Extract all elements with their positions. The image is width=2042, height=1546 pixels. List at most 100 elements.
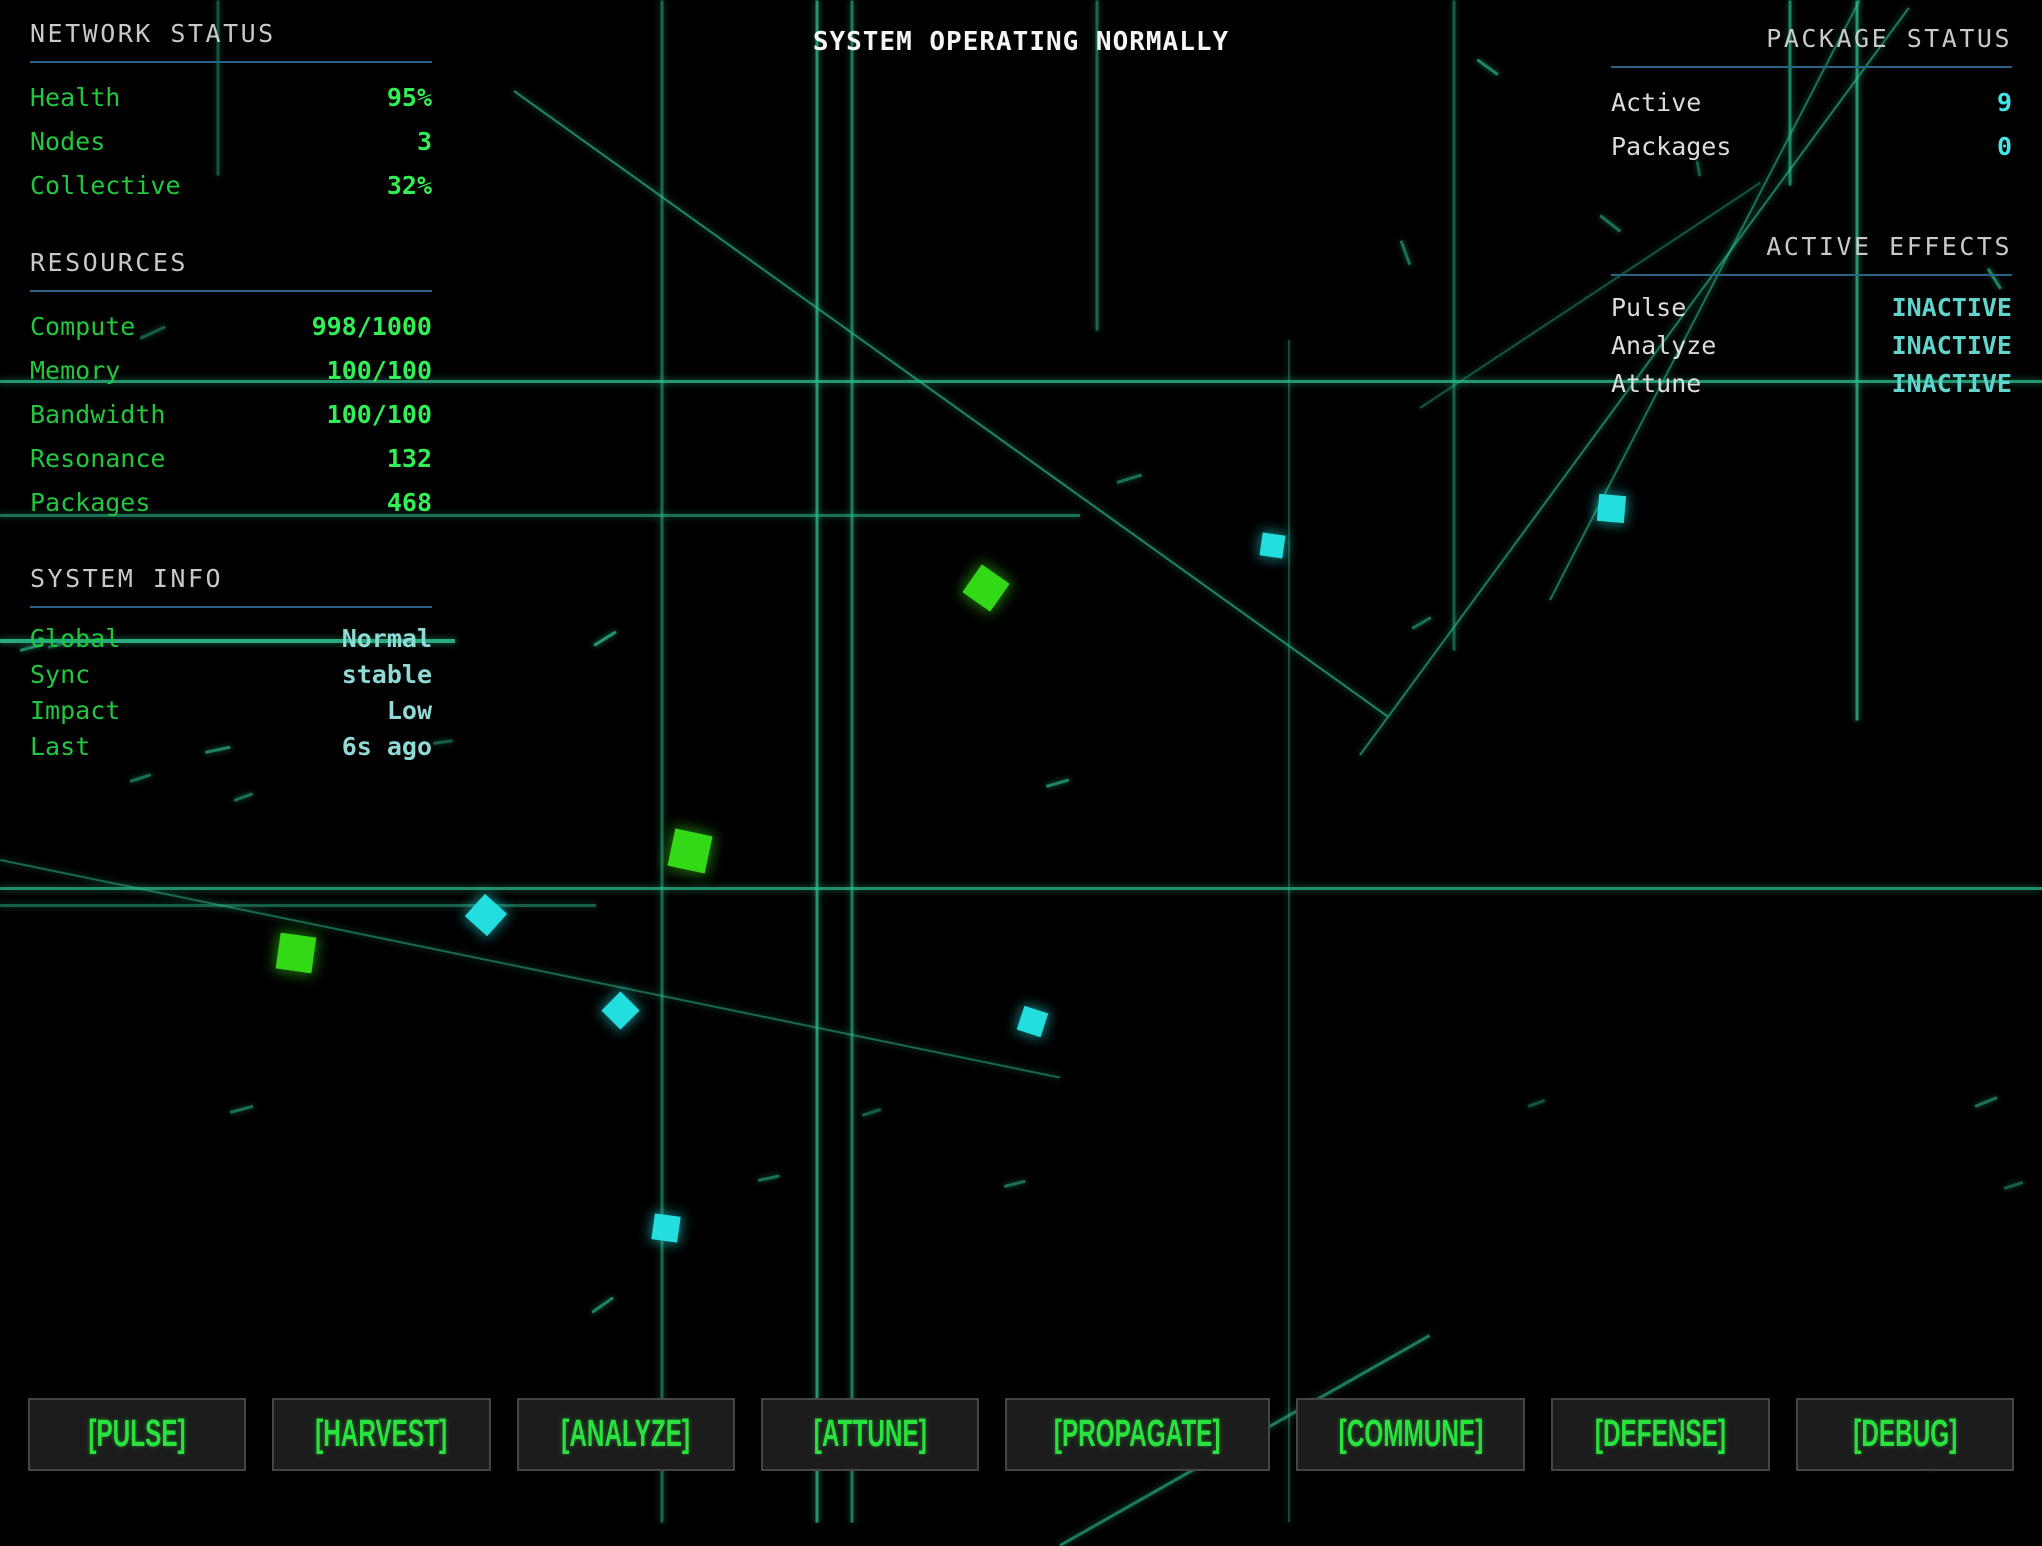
- system-info-panel: SYSTEM INFO Global Normal Sync stable Im…: [30, 562, 432, 764]
- stat-label: Nodes: [30, 126, 106, 156]
- analyze-button[interactable]: [ANALYZE]: [516, 1398, 735, 1471]
- particle-dash: [229, 1104, 254, 1114]
- particle-dash: [1003, 1179, 1026, 1188]
- particle-dash: [1399, 239, 1412, 265]
- stat-row-sync: Sync stable: [30, 656, 432, 692]
- network-line: [0, 859, 1061, 1079]
- stat-label: Resonance: [30, 443, 166, 473]
- packet-square-cyan: [1259, 532, 1285, 558]
- particle-dash: [432, 738, 454, 745]
- panel-title: ACTIVE EFFECTS: [1766, 232, 2012, 261]
- effect-label: Attune: [1611, 368, 1702, 398]
- panel-title: RESOURCES: [30, 248, 188, 277]
- particle-dash: [1476, 57, 1499, 76]
- harvest-button[interactable]: [HARVEST]: [272, 1398, 491, 1471]
- particle-dash: [233, 791, 254, 802]
- stat-value: 32%: [386, 170, 432, 200]
- defense-button[interactable]: [DEFENSE]: [1551, 1398, 1770, 1471]
- particle-dash: [1411, 615, 1432, 630]
- stat-row-resonance: Resonance 132: [30, 436, 432, 480]
- effect-row-attune: Attune INACTIVE: [1611, 364, 2012, 402]
- particle-dash: [591, 1295, 615, 1314]
- action-button-bar: [PULSE] [HARVEST] [ANALYZE] [ATTUNE] [PR…: [28, 1398, 2014, 1471]
- node-square-green: [667, 828, 713, 874]
- particle-dash: [2003, 1180, 2024, 1190]
- stat-row-collective: Collective 32%: [30, 163, 432, 207]
- network-line: [0, 379, 2042, 383]
- stat-row-nodes: Nodes 3: [30, 119, 432, 163]
- stat-row-memory: Memory 100/100: [30, 348, 432, 392]
- stat-value: Low: [386, 695, 432, 725]
- network-line: [0, 639, 455, 643]
- stat-value: stable: [341, 659, 432, 689]
- effect-status: INACTIVE: [1891, 368, 2012, 398]
- stat-label: Global: [30, 623, 121, 653]
- propagate-button[interactable]: [PROPAGATE]: [1005, 1398, 1270, 1471]
- stat-label: Active: [1611, 87, 1702, 117]
- stat-label: Packages: [30, 487, 151, 517]
- stat-row-packages-right: Packages 0: [1611, 124, 2012, 168]
- packet-square-cyan: [600, 990, 640, 1030]
- pulse-button[interactable]: [PULSE]: [28, 1398, 247, 1471]
- particle-dash: [593, 629, 617, 647]
- stat-label: Impact: [30, 695, 121, 725]
- stat-row-packages: Packages 468: [30, 480, 432, 524]
- stat-value: 132: [386, 443, 432, 473]
- panel-divider: [30, 606, 432, 608]
- packet-square-cyan: [651, 1213, 681, 1243]
- stat-value: 6s ago: [341, 731, 432, 761]
- stat-label: Health: [30, 82, 121, 112]
- stat-row-active: Active 9: [1611, 80, 2012, 124]
- stat-row-global: Global Normal: [30, 620, 432, 656]
- effect-label: Pulse: [1611, 292, 1687, 322]
- active-effects-panel: ACTIVE EFFECTS Pulse INACTIVE Analyze IN…: [1611, 230, 2012, 402]
- resources-panel: RESOURCES Compute 998/1000 Memory 100/10…: [30, 246, 432, 524]
- node-square-green: [962, 564, 1010, 612]
- particle-dash: [861, 1107, 882, 1117]
- panel-divider: [1611, 66, 2012, 68]
- stat-label: Bandwidth: [30, 399, 166, 429]
- packet-square-cyan: [1016, 1005, 1048, 1037]
- effect-label: Analyze: [1611, 330, 1717, 360]
- stat-label: Packages: [1611, 131, 1732, 161]
- effect-row-analyze: Analyze INACTIVE: [1611, 326, 2012, 364]
- network-line: [850, 0, 854, 1522]
- stat-row-bandwidth: Bandwidth 100/100: [30, 392, 432, 436]
- stat-row-last: Last 6s ago: [30, 728, 432, 764]
- stat-value: Normal: [341, 623, 432, 653]
- network-status-panel: NETWORK STATUS Health 95% Nodes 3 Collec…: [30, 17, 432, 207]
- particle-dash: [1116, 472, 1143, 484]
- stat-row-compute: Compute 998/1000: [30, 304, 432, 348]
- stat-row-health: Health 95%: [30, 75, 432, 119]
- package-status-panel: PACKAGE STATUS Active 9 Packages 0: [1611, 22, 2012, 168]
- panel-title: NETWORK STATUS: [30, 19, 276, 48]
- network-line: [1288, 340, 1290, 1522]
- network-line: [513, 90, 1388, 718]
- network-line: [815, 0, 819, 1522]
- debug-button[interactable]: [DEBUG]: [1795, 1398, 2014, 1471]
- panel-divider: [30, 290, 432, 292]
- stat-value: 100/100: [326, 399, 432, 429]
- attune-button[interactable]: [ATTUNE]: [760, 1398, 980, 1471]
- effect-row-pulse: Pulse INACTIVE: [1611, 288, 2012, 326]
- particle-dash: [1045, 777, 1070, 788]
- node-square-green: [275, 932, 317, 974]
- commune-button[interactable]: [COMMUNE]: [1295, 1398, 1526, 1471]
- stat-label: Memory: [30, 355, 121, 385]
- stat-value: 100/100: [326, 355, 432, 385]
- stat-value: 0: [1996, 131, 2012, 161]
- stat-label: Last: [30, 731, 91, 761]
- packet-square-cyan: [1596, 493, 1626, 523]
- network-line: [1452, 0, 1456, 650]
- stat-value: 95%: [386, 82, 432, 112]
- effect-status: INACTIVE: [1891, 330, 2012, 360]
- panel-divider: [30, 61, 432, 63]
- panel-title: SYSTEM INFO: [30, 564, 224, 593]
- stat-label: Compute: [30, 311, 136, 341]
- stat-value: 468: [386, 487, 432, 517]
- network-line: [0, 886, 2042, 890]
- network-line: [660, 0, 664, 1522]
- panel-title: PACKAGE STATUS: [1766, 24, 2012, 53]
- particle-dash: [1974, 1095, 1998, 1108]
